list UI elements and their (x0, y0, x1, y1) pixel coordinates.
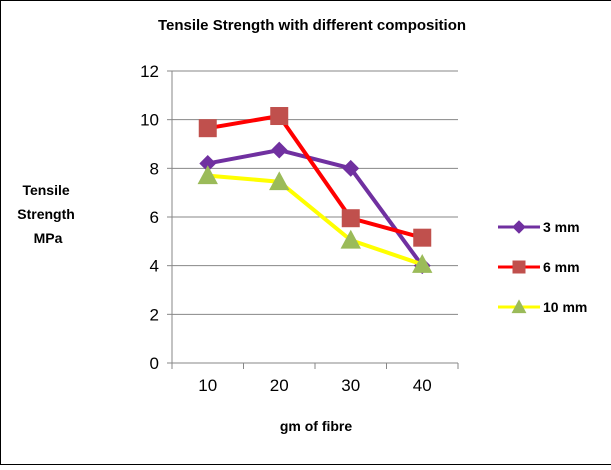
legend-swatch-marker (513, 261, 525, 273)
y-axis-title-line-2: Strength (17, 206, 75, 222)
y-tick-label: 10 (140, 111, 159, 130)
legend-label: 3 mm (543, 219, 580, 235)
x-axis-title: gm of fibre (280, 418, 353, 434)
legend-label: 6 mm (543, 259, 580, 275)
y-tick-label: 6 (150, 208, 159, 227)
y-axis-title-line-1: Tensile (22, 182, 69, 198)
data-point (271, 108, 288, 125)
x-tick-label: 30 (341, 376, 360, 395)
chart-title: Tensile Strength with different composit… (158, 17, 466, 34)
y-tick-label: 0 (150, 354, 159, 373)
y-tick-label: 8 (150, 159, 159, 178)
data-point (414, 229, 431, 246)
y-tick-label: 2 (150, 305, 159, 324)
data-point (342, 210, 359, 227)
y-tick-label: 4 (150, 257, 159, 276)
data-point (199, 120, 216, 137)
x-tick-label: 40 (413, 376, 432, 395)
legend-label: 10 mm (543, 299, 587, 315)
y-axis-title-line-3: MPa (34, 230, 63, 246)
x-tick-label: 10 (198, 376, 217, 395)
x-tick-label: 20 (270, 376, 289, 395)
y-tick-label: 12 (140, 62, 159, 81)
